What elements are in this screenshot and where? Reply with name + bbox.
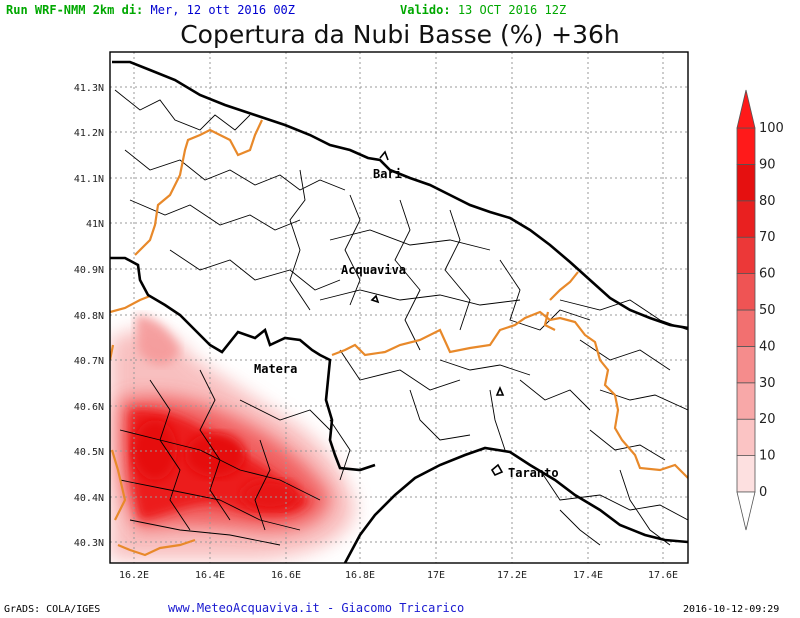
- colorbar-swatch: [736, 382, 756, 420]
- site-credit: www.MeteoAcquaviva.it - Giacomo Tricaric…: [168, 601, 465, 615]
- lat-label: 40.4N: [74, 493, 104, 504]
- colorbar-swatch: [736, 236, 756, 274]
- city-label-acquaviva: Acquaviva: [341, 263, 406, 277]
- colorbar-swatch: [736, 418, 756, 457]
- city-label-taranto: Taranto: [508, 466, 559, 480]
- city-label-bari: Bari: [373, 167, 402, 181]
- lon-label: 17.6E: [648, 570, 678, 581]
- run-label: Run WRF-NMM 2km di:: [6, 3, 144, 17]
- colorbar-swatch: [736, 163, 756, 202]
- colorbar-swatch: [736, 273, 756, 311]
- coastline: [110, 60, 688, 563]
- run-date: Mer, 12 ott 2016 00Z: [150, 3, 296, 17]
- lat-label: 40.7N: [74, 356, 104, 367]
- lat-label: 41.3N: [74, 83, 104, 94]
- colorbar-label: 30: [759, 376, 776, 391]
- valid-label: Valido:: [400, 3, 451, 17]
- lat-label: 41N: [86, 219, 104, 230]
- colorbar-swatch: [736, 345, 756, 384]
- colorbar-label: 50: [759, 303, 776, 318]
- colorbar-label: 80: [759, 194, 776, 209]
- colorbar-label: 100: [759, 121, 784, 136]
- map-title: Copertura da Nubi Basse (%) +36h: [180, 20, 620, 49]
- regional-borders: [110, 119, 688, 557]
- lat-label: 41.2N: [74, 128, 104, 139]
- colorbar-labels: 0 10 20 30 40 50 60 70 80 90 100: [759, 121, 784, 500]
- colorbar-swatch: [736, 200, 756, 238]
- lat-label: 40.6N: [74, 402, 104, 413]
- latitude-labels: 41.3N 41.2N 41.1N 41N 40.9N 40.8N 40.7N …: [74, 83, 104, 549]
- valid-line: Valido: 13 OCT 2016 12Z: [400, 3, 566, 17]
- colorbar-label: 0: [759, 485, 767, 500]
- lon-label: 16.6E: [271, 570, 301, 581]
- colorbar-swatch: [736, 455, 756, 493]
- colorbar-label: 60: [759, 267, 776, 282]
- lat-label: 40.9N: [74, 265, 104, 276]
- grads-credit: GrADS: COLA/IGES: [4, 604, 101, 615]
- colorbar-swatch: [736, 127, 756, 165]
- lat-label: 41.1N: [74, 174, 104, 185]
- lon-label: 16.4E: [195, 570, 225, 581]
- colorbar-swatch: [736, 309, 756, 347]
- valid-date: 13 OCT 2016 12Z: [457, 3, 567, 17]
- map-frame: [109, 51, 689, 564]
- lon-label: 17E: [427, 570, 445, 581]
- colorbar-label: 70: [759, 230, 776, 245]
- lon-label: 17.4E: [573, 570, 603, 581]
- colorbar-label: 20: [759, 412, 776, 427]
- colorbar-max-triangle: [736, 89, 756, 129]
- colorbar-label: 40: [759, 339, 776, 354]
- colorbar-swatches: [736, 89, 756, 531]
- colorbar-min-triangle: [736, 491, 756, 531]
- city-markers: [370, 150, 505, 477]
- lon-label: 16.2E: [119, 570, 149, 581]
- header-line: Run WRF-NMM 2km di: Mer, 12 ott 2016 00Z: [6, 3, 295, 17]
- lon-label: 16.8E: [345, 570, 375, 581]
- lat-label: 40.8N: [74, 311, 104, 322]
- longitude-labels: 16.2E 16.4E 16.6E 16.8E 17E 17.2E 17.4E …: [119, 570, 678, 581]
- timestamp: 2016-10-12-09:29: [683, 604, 780, 615]
- municipal-borders: [114, 89, 688, 546]
- lat-label: 40.3N: [74, 538, 104, 549]
- colorbar-label: 90: [759, 157, 776, 172]
- colorbar-label: 10: [759, 449, 776, 464]
- city-label-matera: Matera: [254, 362, 297, 376]
- colorbar: 0 10 20 30 40 50 60 70 80 90 100: [736, 89, 784, 531]
- lat-label: 40.5N: [74, 447, 104, 458]
- lon-label: 17.2E: [497, 570, 527, 581]
